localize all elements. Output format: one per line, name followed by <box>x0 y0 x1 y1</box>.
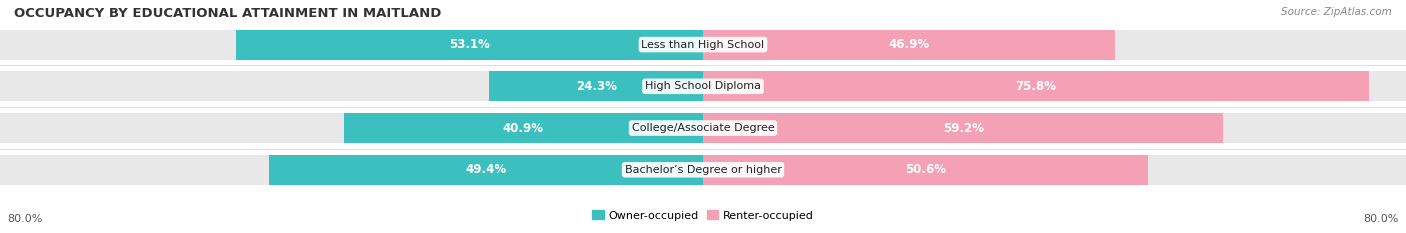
Bar <box>703 155 1147 185</box>
Text: Bachelor’s Degree or higher: Bachelor’s Degree or higher <box>624 165 782 175</box>
Text: 80.0%: 80.0% <box>7 214 42 224</box>
Legend: Owner-occupied, Renter-occupied: Owner-occupied, Renter-occupied <box>588 206 818 225</box>
Bar <box>0 155 1406 185</box>
Bar <box>0 71 1406 101</box>
Bar <box>269 155 703 185</box>
Bar <box>343 113 703 143</box>
Text: 53.1%: 53.1% <box>450 38 491 51</box>
Text: 59.2%: 59.2% <box>942 122 984 134</box>
Text: 50.6%: 50.6% <box>905 163 946 176</box>
Text: 49.4%: 49.4% <box>465 163 506 176</box>
Text: College/Associate Degree: College/Associate Degree <box>631 123 775 133</box>
Text: 46.9%: 46.9% <box>889 38 929 51</box>
Text: Source: ZipAtlas.com: Source: ZipAtlas.com <box>1281 7 1392 17</box>
Text: High School Diploma: High School Diploma <box>645 81 761 91</box>
Bar <box>489 71 703 101</box>
Text: 80.0%: 80.0% <box>1364 214 1399 224</box>
Bar <box>236 30 703 60</box>
Text: Less than High School: Less than High School <box>641 40 765 50</box>
Text: 75.8%: 75.8% <box>1015 80 1056 93</box>
Bar <box>0 30 1406 60</box>
Bar <box>703 71 1369 101</box>
Text: OCCUPANCY BY EDUCATIONAL ATTAINMENT IN MAITLAND: OCCUPANCY BY EDUCATIONAL ATTAINMENT IN M… <box>14 7 441 20</box>
Bar <box>0 113 1406 143</box>
Text: 24.3%: 24.3% <box>576 80 617 93</box>
Bar <box>703 30 1115 60</box>
Bar <box>703 113 1223 143</box>
Text: 40.9%: 40.9% <box>503 122 544 134</box>
